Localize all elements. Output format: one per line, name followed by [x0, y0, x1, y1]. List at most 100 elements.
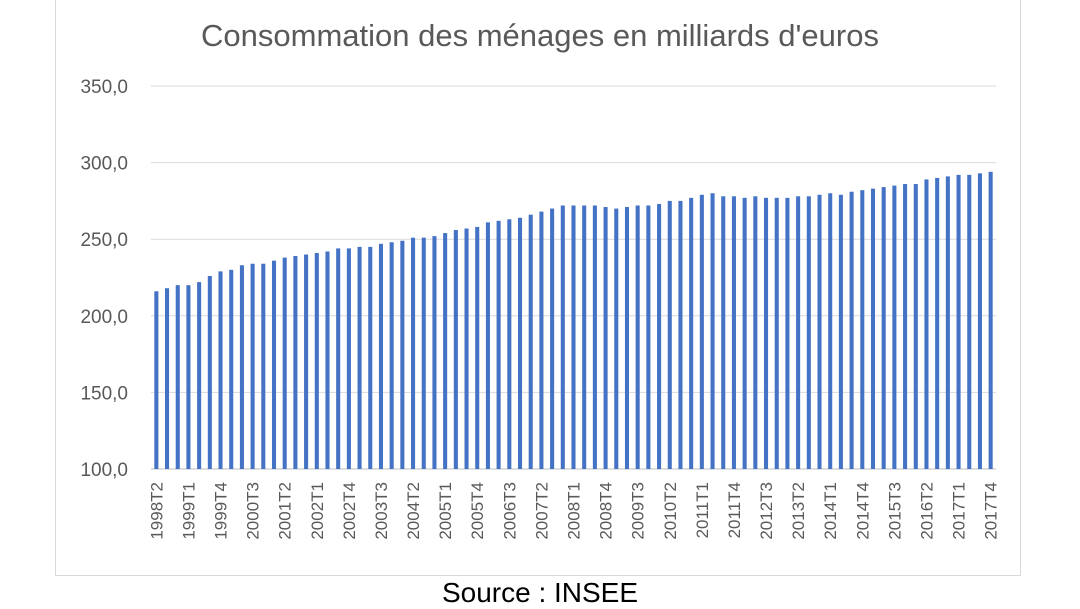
- bar-2010T4: [689, 197, 694, 469]
- bar-2009T3: [635, 205, 640, 469]
- x-tick-label: 2003T3: [372, 482, 391, 540]
- y-tick-label: 150,0: [80, 383, 128, 404]
- bar-2010T2: [667, 200, 672, 469]
- bar-2000T2: [239, 265, 244, 469]
- bar-2006T4: [517, 217, 523, 469]
- x-tick-label: 2006T3: [500, 482, 519, 540]
- y-tick-label: 350,0: [80, 77, 128, 98]
- bar-2015T3: [892, 185, 897, 469]
- bar-2013T1: [785, 197, 790, 469]
- x-tick-label: 2013T2: [789, 482, 808, 540]
- bar-2014T2: [838, 194, 843, 469]
- bar-2013T3: [806, 196, 811, 470]
- bar-2005T2: [453, 230, 458, 469]
- x-tick-label: 2002T1: [308, 482, 327, 540]
- chart-title: Consommation des ménages en milliards d'…: [201, 18, 879, 53]
- bar-2014T1: [828, 193, 833, 470]
- bar-2007T2: [539, 211, 544, 469]
- bar-2011T2: [710, 193, 715, 470]
- y-tick-label: 250,0: [80, 230, 128, 251]
- y-tick-label: 200,0: [80, 307, 128, 328]
- x-tick-label: 2008T1: [565, 482, 584, 540]
- source-note: Source : INSEE: [441, 577, 639, 608]
- x-tick-label: 2005T4: [468, 482, 487, 540]
- x-tick-label: 2014T1: [821, 482, 840, 540]
- bar-2002T4: [346, 248, 351, 469]
- x-tick-label: 2017T4: [982, 482, 1001, 540]
- x-tick-label: 2009T3: [629, 482, 648, 540]
- x-tick-label: 2011T4: [725, 482, 744, 538]
- x-tick-label: 2010T2: [661, 482, 680, 540]
- y-tick-label: 300,0: [80, 154, 128, 175]
- bar-2011T4: [731, 196, 736, 470]
- x-tick-label: 2000T3: [244, 482, 263, 540]
- bar-2004T4: [432, 236, 437, 469]
- x-tick-label: 1999T1: [179, 482, 198, 540]
- x-tick-label: 2001T2: [276, 482, 295, 540]
- bar-2014T3: [849, 191, 854, 469]
- bar-2001T4: [304, 254, 309, 469]
- bar-1999T2: [197, 282, 202, 469]
- bar-2006T3: [507, 219, 512, 469]
- bar-2015T2: [881, 187, 886, 470]
- bar-2009T4: [646, 205, 651, 469]
- bar-1998T4: [175, 285, 180, 469]
- bar-2004T1: [400, 240, 405, 469]
- bar-2007T3: [550, 208, 555, 469]
- bar-2000T3: [250, 263, 255, 469]
- bar-2005T1: [443, 233, 448, 469]
- bar-2007T4: [560, 205, 565, 469]
- bar-2010T1: [657, 203, 662, 469]
- bar-2001T2: [282, 257, 287, 469]
- bar-2012T1: [742, 197, 747, 469]
- bar-2017T4: [988, 171, 993, 470]
- y-tick-label: 100,0: [80, 460, 128, 481]
- bar-1998T2: [154, 291, 159, 469]
- x-tick-label: 2004T2: [404, 482, 423, 540]
- x-tick-label: 2002T4: [340, 482, 359, 540]
- bar-2003T3: [378, 243, 383, 469]
- bar-2006T1: [485, 222, 490, 469]
- bar-2017T3: [977, 173, 982, 469]
- bar-2007T1: [528, 214, 533, 469]
- bar-2005T4: [475, 226, 480, 469]
- bar-2013T2: [796, 196, 801, 470]
- bar-2003T2: [368, 246, 373, 469]
- bar-2006T2: [496, 220, 501, 469]
- x-tick-label: 2011T1: [693, 482, 712, 538]
- bar-2016T2: [924, 179, 929, 469]
- bar-2013T4: [817, 194, 822, 469]
- bar-2002T2: [325, 251, 330, 469]
- bar-2003T4: [389, 242, 394, 469]
- bar-2001T1: [271, 260, 277, 469]
- bar-1999T1: [186, 285, 191, 469]
- bar-2008T1: [571, 205, 576, 469]
- x-tick-label: 2012T3: [757, 482, 776, 540]
- bar-2016T3: [935, 177, 940, 470]
- bar-chart: Consommation des ménages en milliards d'…: [80, 18, 1000, 540]
- bar-2002T3: [336, 248, 341, 469]
- chart-area: Consommation des ménages en milliards d'…: [55, 0, 1021, 576]
- bar-2008T2: [582, 205, 587, 469]
- bar-2000T1: [229, 269, 234, 469]
- x-tick-label: 1998T2: [147, 482, 166, 540]
- bar-1999T3: [207, 275, 212, 469]
- x-tick-label: 2005T1: [436, 482, 455, 540]
- x-tick-label: 2008T4: [597, 482, 616, 540]
- bar-2005T3: [464, 228, 469, 469]
- bar-2015T4: [903, 184, 908, 470]
- bar-2010T3: [678, 200, 683, 469]
- bar-2004T3: [421, 237, 426, 469]
- bar-2002T1: [314, 252, 319, 469]
- bar-2000T4: [261, 263, 266, 469]
- x-tick-label: 2015T3: [885, 482, 904, 540]
- x-tick-label: 2016T2: [917, 482, 936, 540]
- x-tick-label: 2017T1: [950, 482, 969, 540]
- bar-1998T3: [165, 288, 170, 469]
- bar-2015T1: [870, 188, 876, 469]
- bar-2008T3: [592, 205, 597, 469]
- bar-2017T1: [956, 174, 961, 470]
- x-tick-label: 2007T2: [532, 482, 551, 540]
- x-axis-ticks: 1998T2 1999T1 1999T4 2000T3 2001T2 2002T1 2002…: [147, 482, 1000, 540]
- bar-2011T1: [699, 194, 704, 469]
